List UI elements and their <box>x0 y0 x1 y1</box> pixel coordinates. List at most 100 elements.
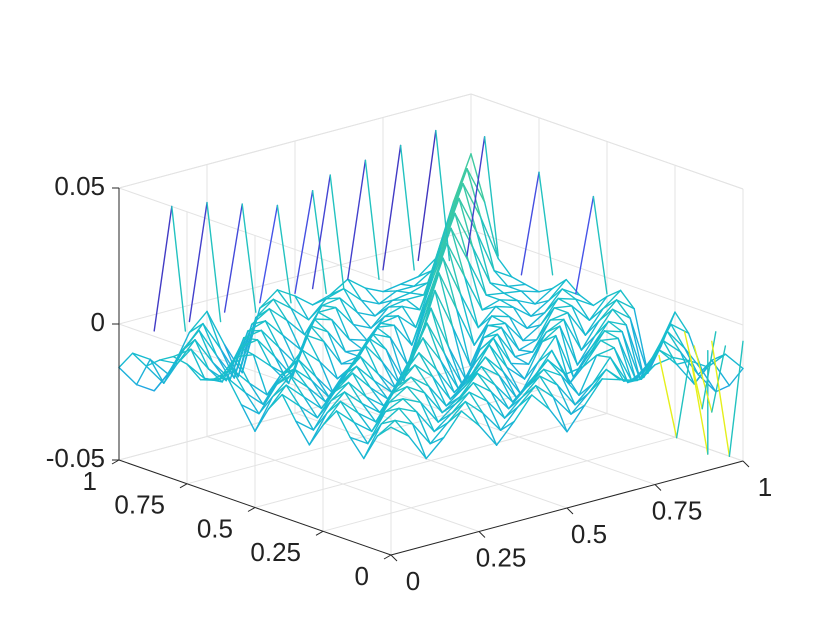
mesh-line-row <box>281 393 301 407</box>
mesh-line-col <box>359 356 375 382</box>
mesh-line-col <box>443 353 459 390</box>
mesh-line-col <box>510 362 526 380</box>
mesh-line-row <box>480 365 500 377</box>
mesh-line-row <box>415 411 435 433</box>
mesh-line-row <box>360 299 380 305</box>
mesh-line-col <box>605 368 621 381</box>
mesh-line-row <box>520 290 540 293</box>
mesh-line-row <box>503 290 523 294</box>
mesh-line-row <box>255 298 275 319</box>
mesh-line-col <box>580 335 596 351</box>
mesh-line-col <box>500 326 516 358</box>
mesh-line-col <box>418 352 434 378</box>
mesh-line-row <box>466 167 486 203</box>
mesh-spike <box>711 345 727 413</box>
mesh-line-col <box>539 375 555 398</box>
mesh-line-col <box>339 297 355 326</box>
mesh-line-col <box>244 392 260 415</box>
mesh-line-row <box>566 404 586 433</box>
mesh-line-row <box>514 351 534 358</box>
mesh-line-row <box>401 305 421 311</box>
mesh-line-col <box>472 382 488 402</box>
mesh-line-row <box>135 383 155 392</box>
y-tick-mark <box>179 483 188 489</box>
mesh-line-col <box>356 311 372 329</box>
mesh-line-col <box>317 311 333 321</box>
mesh-line-col <box>331 319 347 353</box>
mesh-line-row <box>545 318 565 333</box>
mesh-line-col <box>301 349 317 378</box>
mesh-line-row <box>202 322 222 350</box>
mesh-line-col <box>276 289 292 309</box>
mesh-line-col <box>520 290 536 305</box>
mesh-line-col <box>499 299 515 308</box>
mesh-line-row <box>417 257 437 278</box>
mesh-line-row <box>576 335 596 366</box>
mesh-line-row <box>512 306 532 317</box>
mesh-spike <box>417 129 437 262</box>
back-wall-grid-z-0 <box>118 365 472 461</box>
mesh-line-row <box>711 359 731 387</box>
mesh-line-row <box>471 344 491 375</box>
mesh-line-row <box>348 338 368 341</box>
y-tick-mark <box>111 459 120 465</box>
mesh-line-col <box>603 330 619 340</box>
mesh-line-row <box>389 336 409 367</box>
mesh-line-row <box>621 331 641 380</box>
mesh-spike <box>206 201 222 323</box>
mesh-line-col <box>571 305 587 336</box>
mesh-line-col <box>270 365 286 375</box>
mesh-line-col <box>290 307 306 336</box>
mesh-line-row <box>329 278 349 296</box>
mesh-line-col <box>268 308 284 336</box>
mesh-line-col <box>118 352 134 369</box>
mesh-line-col <box>427 385 443 414</box>
mesh-line-row <box>206 310 226 346</box>
mesh-line-row <box>483 326 503 339</box>
mesh-line-col <box>575 298 591 321</box>
mesh-line-row <box>264 320 284 336</box>
mesh-line-row <box>334 372 354 393</box>
mesh-line-row <box>400 352 420 378</box>
mesh-line-col <box>398 407 414 425</box>
mesh-line-row <box>460 410 480 427</box>
mesh-line-col <box>239 346 255 356</box>
mesh-line-row <box>451 326 471 367</box>
mesh-line-col <box>409 292 425 296</box>
mesh-line-row <box>500 326 520 351</box>
mesh-spike <box>223 203 243 313</box>
mesh-spike <box>701 331 717 410</box>
mesh-line-row <box>491 315 511 318</box>
mesh-line-row <box>419 401 439 423</box>
mesh-line-row <box>654 356 674 366</box>
mesh-line-row <box>457 361 477 390</box>
mesh-line-col <box>381 361 397 389</box>
mesh-line-row <box>344 349 364 353</box>
mesh-line-row <box>475 231 495 272</box>
mesh-line-col <box>609 356 625 382</box>
mesh-line-row <box>489 282 509 287</box>
mesh-line-col <box>468 391 484 414</box>
mesh-line-col <box>506 366 522 395</box>
mesh-line-row <box>526 312 546 329</box>
mesh-line-col <box>471 246 487 296</box>
mesh-line-row <box>443 353 463 386</box>
mesh-line-row <box>244 392 264 405</box>
mesh-line-col <box>534 299 550 305</box>
mesh-line-row <box>343 391 363 405</box>
mesh-line-col <box>311 379 327 403</box>
mesh-line-col <box>247 329 263 332</box>
mesh-line-row <box>455 308 475 346</box>
mesh-line-row <box>575 298 595 307</box>
mesh-line-col <box>286 319 302 351</box>
mesh-line-col <box>330 391 346 402</box>
mesh-line-row <box>425 436 445 460</box>
mesh-line-row <box>675 363 695 385</box>
mesh-line-col <box>535 384 551 410</box>
mesh-line-col <box>492 337 508 369</box>
mesh-line-col <box>275 375 291 386</box>
mesh-spike <box>658 354 678 439</box>
mesh-line-row <box>495 305 515 308</box>
mesh-line-col <box>188 322 204 334</box>
mesh-line-col <box>371 333 387 351</box>
